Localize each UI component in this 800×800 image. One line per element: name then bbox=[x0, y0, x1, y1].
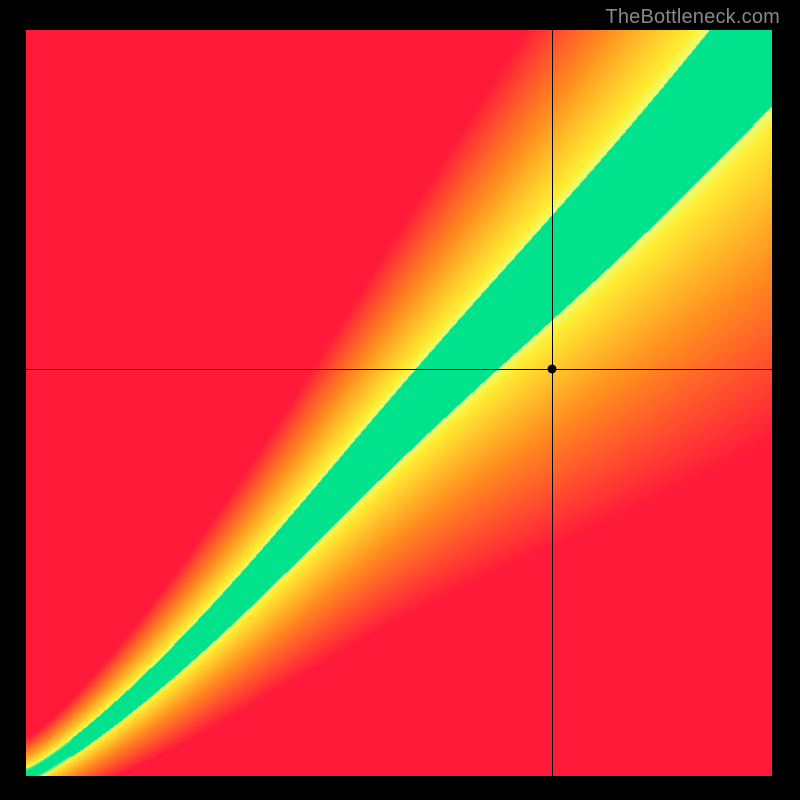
chart-container: TheBottleneck.com bbox=[0, 0, 800, 800]
heatmap-canvas bbox=[26, 30, 772, 776]
crosshair-vertical bbox=[552, 30, 553, 776]
plot-area bbox=[26, 30, 772, 776]
crosshair-marker bbox=[547, 365, 556, 374]
crosshair-horizontal bbox=[26, 369, 772, 370]
watermark-text: TheBottleneck.com bbox=[605, 6, 780, 29]
